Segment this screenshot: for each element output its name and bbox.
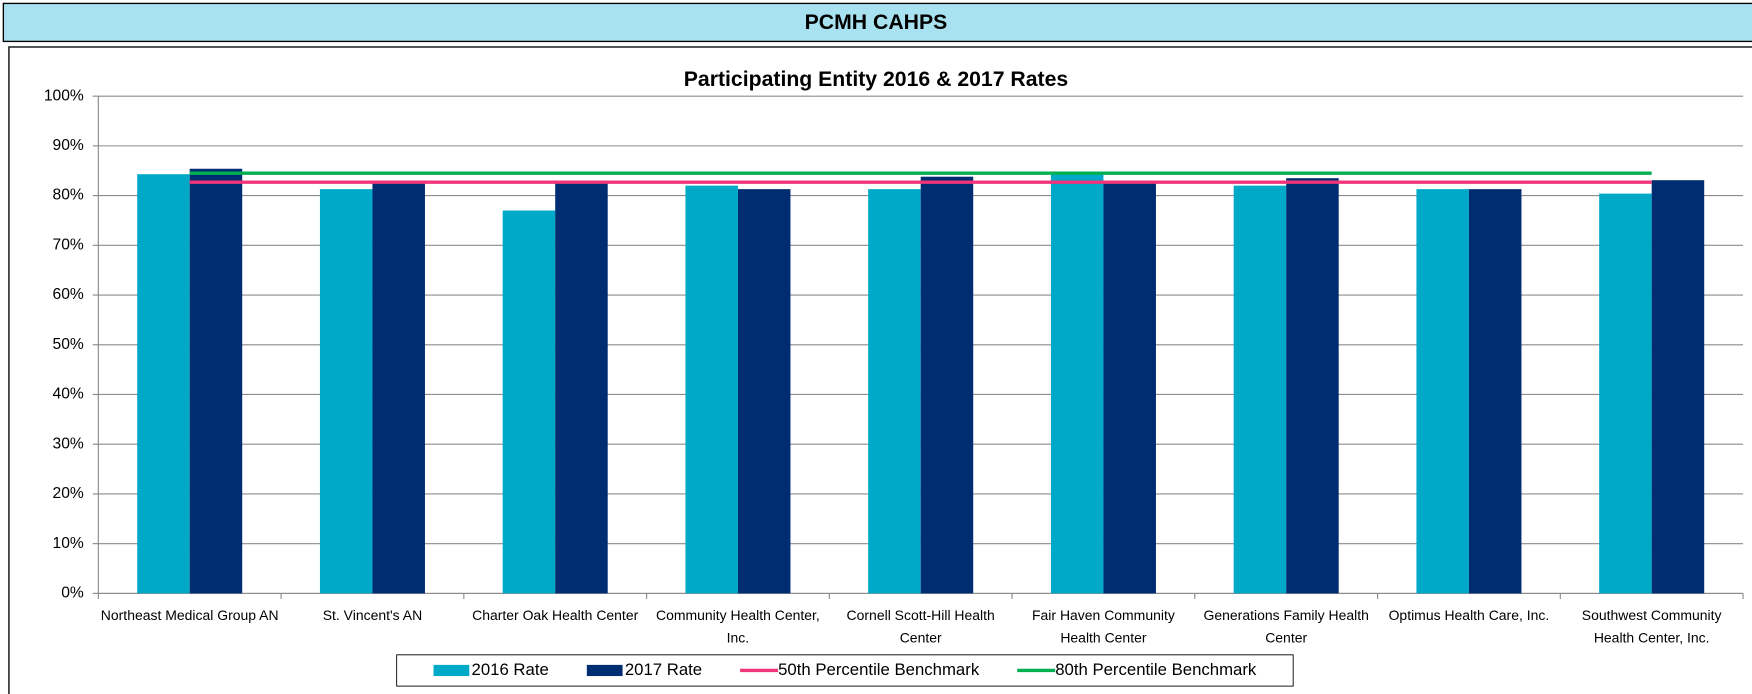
y-tick-label: 80% bbox=[53, 187, 84, 204]
bar bbox=[1468, 189, 1522, 594]
y-tick-label: 0% bbox=[61, 585, 84, 602]
chart-title: Participating Entity 2016 & 2017 Rates bbox=[684, 68, 1068, 91]
y-tick-label: 50% bbox=[53, 336, 84, 353]
y-tick-label: 60% bbox=[53, 286, 84, 303]
legend-label: 50th Percentile Benchmark bbox=[778, 660, 980, 679]
bar bbox=[1050, 173, 1104, 594]
x-tick-label-box: Cornell Scott-Hill Health Center bbox=[846, 607, 995, 646]
x-tick-label: Cornell Scott-Hill Health Center bbox=[846, 607, 995, 646]
header-band bbox=[2, 2, 1752, 43]
x-tick-label: Northeast Medical Group AN bbox=[100, 607, 279, 624]
y-tick-label: 100% bbox=[44, 87, 84, 104]
legend: 2016 Rate 2017 Rate 50th Percentile Benchm… bbox=[396, 654, 1294, 687]
x-tick-label: Southwest Community Health Center, Inc. bbox=[1581, 607, 1722, 646]
x-tick-label-box: Generations Family Health Center bbox=[1203, 607, 1369, 646]
x-tick-label: Generations Family Health Center bbox=[1203, 607, 1369, 646]
legend-swatch bbox=[433, 664, 470, 677]
y-tick-label: 90% bbox=[53, 137, 84, 154]
bar bbox=[1103, 183, 1156, 594]
legend-label: 2016 Rate bbox=[472, 660, 549, 679]
legend-label: 80th Percentile Benchmark bbox=[1055, 660, 1257, 679]
y-tick-label: 30% bbox=[53, 435, 84, 452]
y-tick-label: 40% bbox=[53, 386, 84, 403]
header-title: PCMH CAHPS bbox=[805, 11, 948, 34]
bar bbox=[189, 168, 243, 594]
bar bbox=[1233, 185, 1287, 594]
x-tick-label-box: Charter Oak Health Center bbox=[472, 607, 639, 624]
bar bbox=[1286, 178, 1339, 594]
x-tick-label: St. Vincent's AN bbox=[322, 607, 423, 624]
x-tick-label-box: Community Health Center, Inc. bbox=[656, 607, 820, 646]
bar bbox=[372, 181, 425, 594]
x-tick-label-box: St. Vincent's AN bbox=[322, 607, 423, 624]
x-tick-label-box: Northeast Medical Group AN bbox=[100, 607, 279, 624]
y-tick-label: 70% bbox=[53, 236, 84, 253]
bar bbox=[137, 174, 190, 594]
bar bbox=[868, 189, 921, 594]
y-tick-label: 20% bbox=[53, 485, 84, 502]
x-tick-label: Fair Haven Community Health Center bbox=[1032, 607, 1175, 646]
legend-swatch bbox=[586, 664, 623, 677]
x-tick-label: Charter Oak Health Center bbox=[472, 607, 639, 624]
x-tick-label-box: Optimus Health Care, Inc. bbox=[1388, 607, 1550, 624]
legend-box bbox=[396, 654, 1294, 687]
bar bbox=[319, 189, 373, 594]
legend-label: 2017 Rate bbox=[625, 660, 702, 679]
bar bbox=[555, 183, 608, 594]
bar bbox=[502, 210, 556, 594]
y-tick-label: 10% bbox=[53, 535, 84, 552]
bar bbox=[1416, 189, 1469, 594]
x-tick-label-box: Southwest Community Health Center, Inc. bbox=[1581, 607, 1722, 646]
bar bbox=[737, 189, 791, 594]
x-tick-label: Optimus Health Care, Inc. bbox=[1388, 607, 1550, 624]
x-tick-label-box: Fair Haven Community Health Center bbox=[1032, 607, 1175, 646]
bar bbox=[1599, 193, 1652, 594]
bar bbox=[1651, 180, 1705, 594]
x-tick-label: Community Health Center, Inc. bbox=[656, 607, 820, 646]
bar bbox=[920, 176, 974, 594]
bar bbox=[685, 185, 738, 594]
